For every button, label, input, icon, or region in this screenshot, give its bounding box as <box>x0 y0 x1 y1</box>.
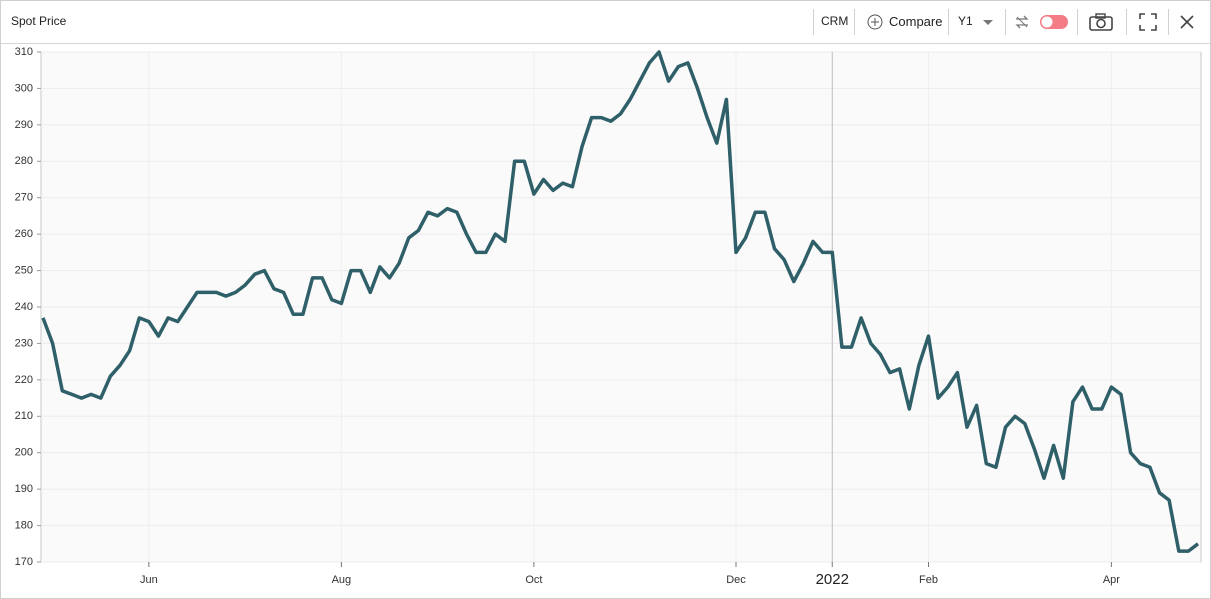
y-tick-label: 310 <box>15 46 33 58</box>
y-tick-label: 230 <box>15 337 33 349</box>
y-tick-label: 270 <box>15 192 33 204</box>
dropdown-arrow[interactable] <box>982 19 994 27</box>
y-tick-label: 260 <box>15 228 33 240</box>
y-tick-label: 250 <box>15 264 33 276</box>
panel-title: Spot Price <box>11 14 67 28</box>
x-tick-label: Feb <box>919 574 938 586</box>
symbol-button[interactable]: CRM <box>821 14 849 28</box>
y-tick-label: 300 <box>15 82 33 94</box>
y-tick-label: 170 <box>15 556 33 568</box>
compare-icon[interactable] <box>867 14 883 30</box>
toolbar: Spot Price CRM Compare Y1 <box>1 1 1210 44</box>
fullscreen-icon[interactable] <box>1139 13 1157 31</box>
x-tick-label: Dec <box>726 574 746 586</box>
y-tick-label: 280 <box>15 155 33 167</box>
camera-icon[interactable] <box>1088 12 1114 32</box>
y-tick-label: 220 <box>15 374 33 386</box>
compare-button[interactable]: Compare <box>889 14 943 29</box>
x-tick-label: Aug <box>332 574 352 586</box>
x-tick-label: 2022 <box>816 571 849 588</box>
y-tick-label: 210 <box>15 410 33 422</box>
x-tick-label: Apr <box>1103 574 1120 586</box>
x-tick-label: Jun <box>140 574 158 586</box>
toggle[interactable] <box>1039 14 1069 30</box>
price-line <box>41 50 1200 553</box>
y-tick-label: 180 <box>15 519 33 531</box>
chart: 170 180 190 200 210 220 230 240 250 260 270 280 290 3… <box>15 46 1202 588</box>
y-tick-label: 200 <box>15 447 33 459</box>
y-tick-label: 240 <box>15 301 33 313</box>
y-tick-label: 290 <box>15 119 33 131</box>
close-icon[interactable] <box>1179 14 1195 30</box>
sync-icon[interactable] <box>1013 13 1031 31</box>
period-select[interactable]: Y1 <box>958 14 973 28</box>
x-tick-label: Oct <box>525 574 542 586</box>
y-tick-label: 190 <box>15 483 33 495</box>
